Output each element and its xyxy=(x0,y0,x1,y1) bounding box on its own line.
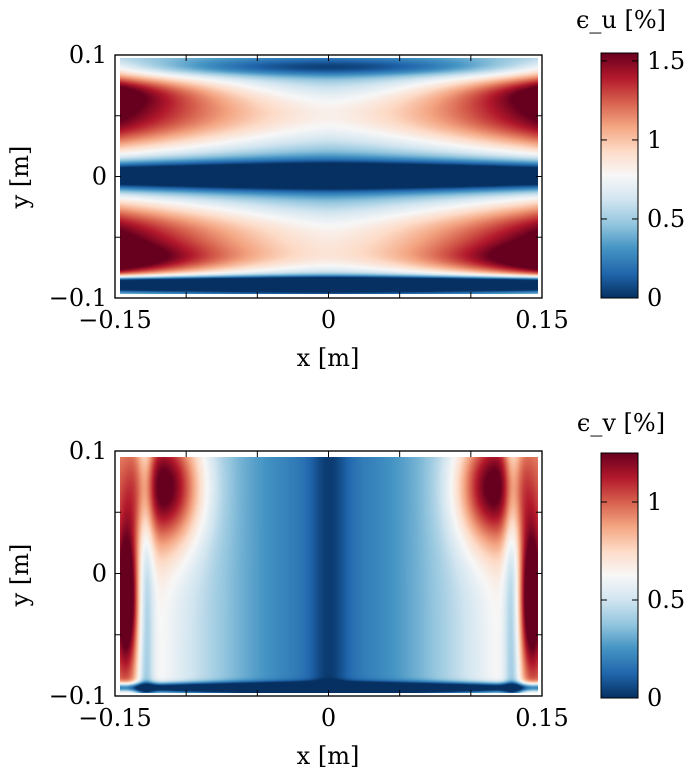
strain-u-yaxis-label: y [m] xyxy=(6,146,34,210)
strain-v-heatmap xyxy=(120,457,538,693)
x-tick-label: 0.15 xyxy=(515,704,568,732)
x-tick-label: 0 xyxy=(321,306,336,334)
y-tick-label: 0 xyxy=(92,163,107,191)
strain-u-panel: −0.15 0 0.15−0.100.1 x [m] y [m] 00.511.5 … xyxy=(6,6,685,372)
strain-v-colorbar xyxy=(600,452,639,699)
strain-v-colorbar-title: ϵ_v [%] xyxy=(577,409,665,437)
colorbar-tick-label: 0 xyxy=(647,284,662,312)
strain-v-panel: −0.15 0 0.15 −0.1 0 0.1 x [m] y [m] 0 0.5 1 ϵ_v… xyxy=(6,409,685,770)
x-tick-label: −0.15 xyxy=(78,306,152,334)
y-tick-label: −0.1 xyxy=(49,284,107,312)
y-tick-label: 0 xyxy=(92,560,107,588)
colorbar-tick-label: 0.5 xyxy=(647,205,685,233)
y-tick-label: −0.1 xyxy=(49,682,107,710)
x-tick-label: 0.15 xyxy=(515,306,568,334)
colorbar-tick-label: 0.5 xyxy=(647,586,685,614)
colorbar-tick-label: 0 xyxy=(647,684,662,712)
x-tick-label: −0.15 xyxy=(78,704,152,732)
colorbar-tick-label: 1 xyxy=(647,488,662,516)
strain-v-yaxis-label: y [m] xyxy=(6,544,34,608)
colorbar-tick-label: 1 xyxy=(647,126,662,154)
y-tick-label: 0.1 xyxy=(69,41,107,69)
strain-u-colorbar xyxy=(600,52,639,299)
strain-v-xaxis-label: x [m] xyxy=(297,742,360,770)
strain-u-xaxis-label: x [m] xyxy=(297,344,360,372)
colorbar-tick-label: 1.5 xyxy=(647,47,685,75)
y-tick-label: 0.1 xyxy=(69,437,107,465)
x-tick-label: 0 xyxy=(321,704,336,732)
strain-u-heatmap xyxy=(120,58,538,294)
strain-u-colorbar-title: ϵ_u [%] xyxy=(576,6,666,34)
